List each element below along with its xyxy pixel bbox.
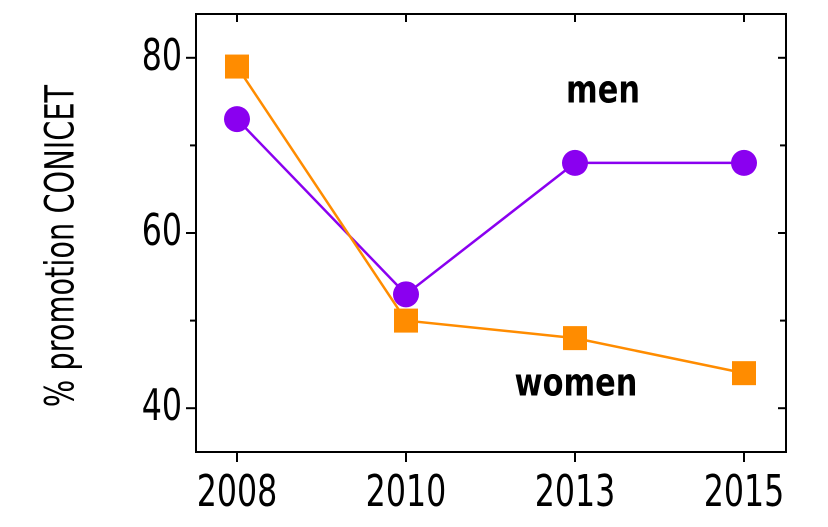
x-tick-label: 2013 — [535, 466, 616, 518]
y-axis-label: % promotion CONICET — [38, 84, 84, 407]
square-marker — [394, 308, 418, 333]
series-annotation: women — [515, 361, 638, 405]
x-tick-label: 2010 — [366, 466, 447, 518]
y-tick-label: 40 — [142, 380, 182, 432]
square-marker — [563, 326, 587, 351]
y-tick-label: 80 — [142, 30, 182, 82]
square-marker — [732, 361, 756, 386]
circle-marker — [224, 106, 250, 133]
series-line — [235, 65, 745, 375]
series-line — [236, 118, 744, 296]
circle-marker — [731, 149, 757, 176]
series-annotation: men — [566, 68, 640, 112]
plot-frame — [195, 13, 787, 453]
x-tick-label: 2015 — [704, 466, 785, 518]
square-marker — [225, 54, 249, 79]
x-tick-label: 2008 — [197, 466, 278, 518]
circle-marker — [393, 281, 419, 308]
circle-marker — [562, 149, 588, 176]
y-tick-label: 60 — [142, 205, 182, 257]
